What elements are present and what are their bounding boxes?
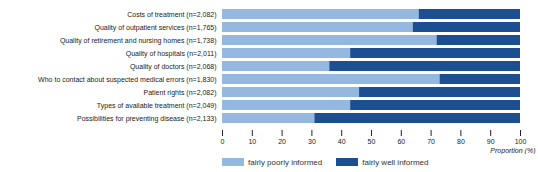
svg-text:70: 70: [427, 138, 435, 145]
svg-text:90: 90: [487, 138, 495, 145]
svg-text:40: 40: [338, 138, 346, 145]
svg-text:20: 20: [278, 138, 286, 145]
svg-text:Types of available treatment (: Types of available treatment (n=2,049): [97, 102, 217, 110]
svg-text:100: 100: [515, 138, 527, 145]
svg-text:10: 10: [248, 138, 256, 145]
svg-text:60: 60: [397, 138, 405, 145]
svg-text:Who to contact about suspected: Who to contact about suspected medical e…: [38, 76, 216, 84]
svg-text:0: 0: [221, 138, 225, 145]
svg-text:Proportion (%): Proportion (%): [490, 147, 535, 155]
svg-text:Quality of outpatient services: Quality of outpatient services (n=1,765): [95, 24, 217, 32]
svg-text:80: 80: [457, 138, 465, 145]
svg-text:30: 30: [308, 138, 316, 145]
html-text:fairly poorly informed: fairly poorly informed: [248, 157, 323, 167]
html-text:fairly well informed: fairly well informed: [362, 157, 429, 167]
svg-text:Patient rights (n=2,082): Patient rights (n=2,082): [144, 89, 217, 97]
svg-text:Quality of hospitals (n=2,011): Quality of hospitals (n=2,011): [126, 50, 217, 58]
svg-text:Quality of retirement and nurs: Quality of retirement and nursing homes …: [60, 37, 217, 45]
svg-text:Possibilities for preventing d: Possibilities for preventing disease (n=…: [77, 115, 217, 123]
svg-text:50: 50: [368, 138, 376, 145]
svg-text:Quality of doctors (n=2,068): Quality of doctors (n=2,068): [130, 63, 217, 71]
svg-text:Costs of treatment (n=2,082): Costs of treatment (n=2,082): [127, 11, 216, 19]
